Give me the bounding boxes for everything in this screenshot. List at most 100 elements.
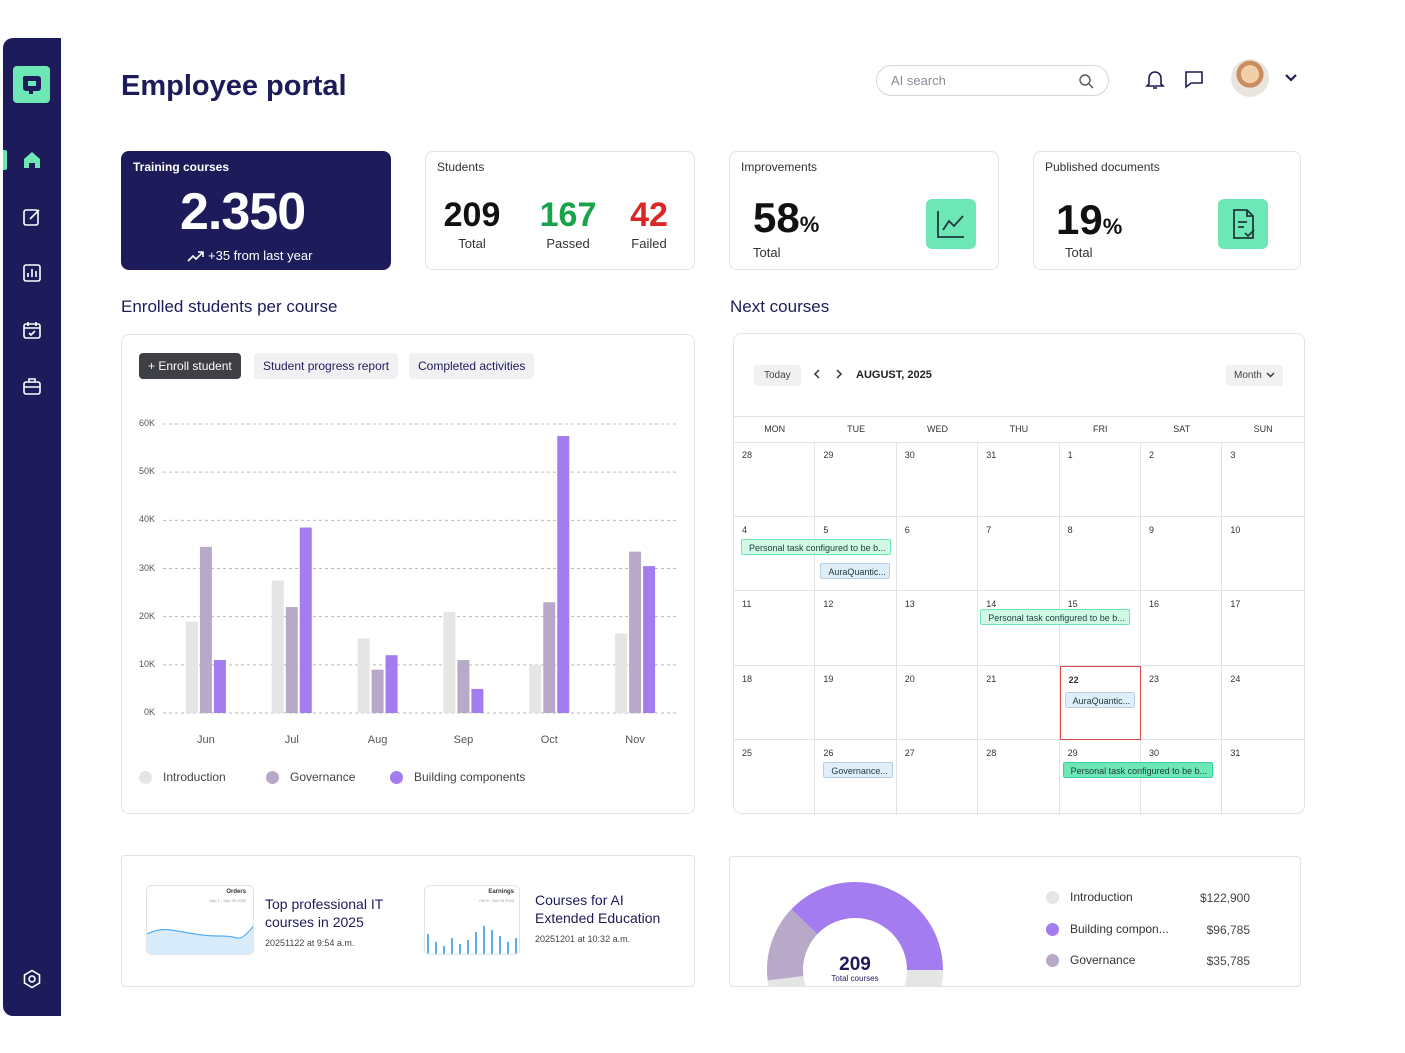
bar-introduction[interactable] — [357, 638, 370, 713]
calendar-day[interactable]: 24 — [1222, 666, 1304, 740]
donut-slice[interactable] — [767, 909, 818, 981]
percent-unit: % — [799, 212, 820, 237]
calendar-event[interactable]: Personal task configured to be b... — [980, 609, 1131, 625]
calendar-day[interactable]: 23 — [1141, 665, 1223, 740]
bar-building-components[interactable] — [385, 655, 398, 713]
settings-icon[interactable] — [20, 967, 44, 991]
bar-building-components[interactable] — [643, 566, 656, 713]
calendar-day[interactable]: 17 — [1222, 591, 1304, 666]
legend-label: Governance — [290, 770, 356, 784]
y-tick-label: 40K — [138, 514, 155, 525]
calendar-day[interactable]: 1 — [1059, 442, 1141, 517]
calendar-day[interactable]: 3 — [1222, 442, 1304, 517]
trend-up-icon — [187, 251, 204, 262]
course-title[interactable]: Top professional IT courses in 2025 — [265, 896, 384, 930]
training-courses-value: 2.350 — [180, 183, 306, 241]
calendar-day[interactable]: 13 — [896, 591, 979, 666]
chevron-down-icon[interactable] — [1278, 65, 1304, 91]
bar-building-components[interactable] — [471, 688, 484, 713]
view-select[interactable]: Month — [1226, 365, 1283, 386]
stat-label: Total — [458, 236, 486, 251]
calendar-day[interactable]: 12 — [815, 591, 897, 666]
bar-governance[interactable] — [199, 546, 212, 713]
calendar-event[interactable]: Personal task configured to be b... — [1062, 762, 1213, 778]
calendar-day[interactable]: 15 — [1059, 591, 1141, 666]
calendar-day[interactable]: 6 — [896, 516, 979, 591]
bell-icon[interactable] — [1142, 66, 1168, 92]
thumb-title: Earnings — [488, 889, 514, 895]
home-icon[interactable] — [20, 148, 44, 172]
enroll-student-button[interactable]: + Enroll student — [139, 353, 241, 379]
bar-building-components[interactable] — [299, 527, 312, 713]
bar-governance[interactable] — [543, 602, 556, 713]
calendar-day[interactable]: 14 — [978, 591, 1060, 666]
avatar[interactable] — [1231, 59, 1269, 97]
thumb-line-chart — [147, 925, 253, 954]
calendar-day[interactable]: 11 — [734, 591, 816, 666]
bar-building-components[interactable] — [557, 436, 570, 713]
bar-governance[interactable] — [371, 669, 384, 713]
calendar-day[interactable]: 10 — [1222, 517, 1304, 591]
stat-value: 42 — [630, 196, 668, 234]
donut-value: $96,785 — [1206, 923, 1250, 937]
calendar-event[interactable]: Governance... — [823, 762, 894, 778]
calendar-day[interactable]: 18 — [734, 665, 816, 740]
chart-icon[interactable] — [20, 261, 44, 285]
bar-introduction[interactable] — [529, 664, 542, 713]
calendar-day[interactable]: 30 — [896, 442, 979, 517]
legend-label: Building compon... — [1070, 922, 1169, 936]
calendar-icon[interactable] — [20, 318, 44, 342]
calendar-day[interactable]: 9 — [1141, 516, 1223, 591]
briefcase-icon[interactable] — [20, 374, 44, 398]
chat-icon[interactable] — [1181, 66, 1207, 92]
calendar-day[interactable]: 2 — [1141, 442, 1223, 517]
calendar-day[interactable]: 31 — [978, 442, 1060, 517]
calendar-day[interactable]: 25 — [734, 740, 816, 815]
document-check-icon — [1218, 199, 1268, 249]
bar-governance[interactable] — [457, 660, 470, 713]
student-progress-report-button[interactable]: Student progress report — [254, 353, 399, 379]
calendar-day[interactable]: 31 — [1230, 748, 1241, 758]
thumb-subtitle: Sep 1 - Sep 30 2020 — [209, 898, 246, 903]
bar-introduction[interactable] — [185, 621, 198, 713]
calendar-day[interactable]: 26 — [815, 740, 897, 815]
next-courses-title: Next courses — [730, 297, 830, 316]
calendar-day[interactable]: 28 — [978, 740, 1060, 815]
calendar-event[interactable]: AuraQuantic... — [1064, 691, 1135, 708]
course-thumbnail[interactable]: Orders Sep 1 - Sep 30 2020 — [146, 885, 254, 955]
search-input[interactable]: AI search — [876, 65, 1109, 96]
students-failed: 42 Failed — [621, 198, 677, 251]
course-thumbnail[interactable]: Earnings Oct 8 - Oct 28 2020 — [424, 885, 520, 955]
calendar-day[interactable]: 21 — [978, 665, 1060, 740]
prev-month-icon[interactable] — [813, 369, 821, 382]
bar-building-components[interactable] — [213, 660, 226, 713]
next-month-icon[interactable] — [835, 369, 843, 382]
calendar-day[interactable]: 27 — [897, 740, 979, 815]
bar-governance[interactable] — [629, 551, 642, 713]
calendar-day[interactable]: 22 — [1059, 665, 1141, 740]
app-logo[interactable] — [13, 66, 50, 103]
calendar-event[interactable]: AuraQuantic... — [820, 562, 891, 579]
calendar-day[interactable]: 5 — [815, 516, 897, 591]
calendar-event[interactable]: Personal task configured to be b... — [741, 538, 891, 555]
calendar-day[interactable]: 29 — [815, 442, 897, 517]
donut-center-label: Total courses — [831, 974, 879, 983]
calendar-day[interactable]: 28 — [734, 442, 816, 517]
today-button[interactable]: Today — [754, 365, 801, 386]
calendar-day[interactable]: 8 — [1059, 516, 1141, 591]
donut-slice[interactable] — [767, 970, 943, 987]
bar-introduction[interactable] — [443, 611, 456, 713]
bar-introduction[interactable] — [615, 633, 628, 713]
bar-governance[interactable] — [285, 607, 298, 713]
donut-slice[interactable] — [791, 882, 943, 970]
edit-icon[interactable] — [20, 205, 44, 229]
calendar-day[interactable]: 30 — [1141, 740, 1223, 815]
calendar-day[interactable]: 16 — [1141, 591, 1223, 666]
bar-introduction[interactable] — [271, 580, 284, 713]
course-title[interactable]: Courses for AI Extended Education — [535, 892, 661, 926]
calendar-day[interactable]: 7 — [978, 516, 1060, 591]
enrolled-section-title: Enrolled students per course — [121, 297, 338, 316]
calendar-day[interactable]: 19 — [815, 665, 897, 740]
completed-activities-button[interactable]: Completed activities — [409, 353, 535, 379]
calendar-day[interactable]: 20 — [896, 665, 979, 740]
